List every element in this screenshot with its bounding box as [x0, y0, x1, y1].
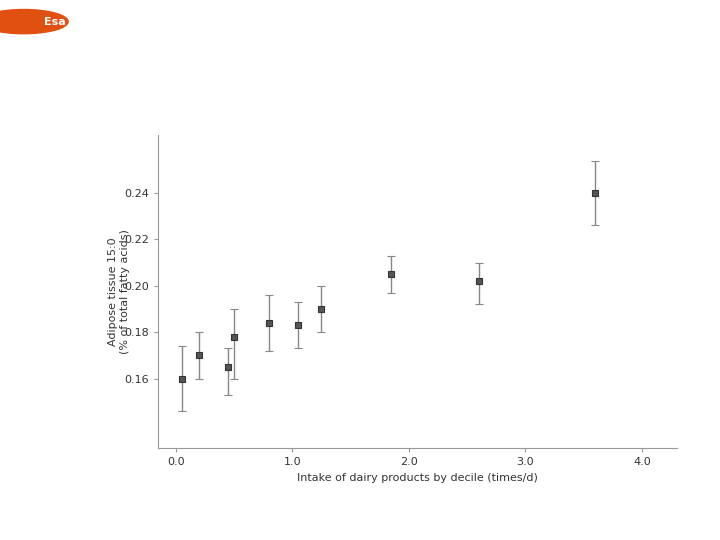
Y-axis label: Adipose tissue 15:0
(% of total fatty acids): Adipose tissue 15:0 (% of total fatty ac…: [108, 229, 130, 354]
Text: Smart, Creative and Entrepreneurial: Smart, Creative and Entrepreneurial: [180, 13, 408, 26]
Text: INTAKE OF DAIRY PRODUCTS BY DECILE: INTAKE OF DAIRY PRODUCTS BY DECILE: [14, 58, 446, 77]
Circle shape: [0, 10, 68, 33]
Circle shape: [0, 6, 79, 37]
X-axis label: Intake of dairy products by decile (times/d): Intake of dairy products by decile (time…: [297, 473, 538, 483]
Text: Esa Unggul: Esa Unggul: [44, 17, 114, 26]
